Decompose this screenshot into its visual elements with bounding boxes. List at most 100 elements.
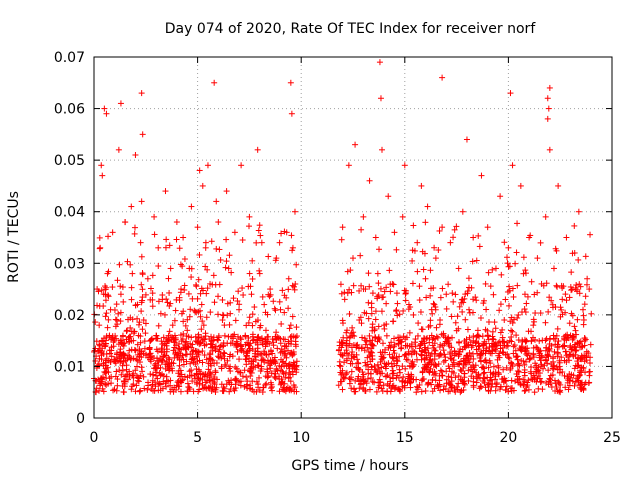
data-point (259, 293, 266, 300)
data-point (504, 260, 511, 267)
data-point (243, 374, 250, 381)
data-point (562, 348, 569, 355)
data-point (496, 307, 503, 314)
data-point (568, 310, 575, 317)
data-point (244, 385, 251, 392)
data-point (431, 372, 438, 379)
data-point (176, 245, 183, 252)
data-point (165, 361, 172, 368)
data-point (226, 321, 233, 328)
data-point (372, 308, 379, 315)
data-point (211, 360, 218, 367)
data-point (362, 341, 369, 348)
data-point (462, 291, 469, 298)
data-point (587, 341, 594, 348)
data-point (96, 234, 103, 241)
data-point (529, 376, 536, 383)
data-point (481, 357, 488, 364)
data-point (385, 193, 392, 200)
y-tick-label: 0.07 (54, 50, 85, 66)
x-tick-label: 10 (292, 430, 310, 446)
data-point (225, 333, 232, 340)
data-point (508, 327, 515, 334)
data-point (208, 341, 215, 348)
data-point (293, 324, 300, 331)
data-point (556, 363, 563, 370)
data-point (373, 388, 380, 395)
data-point (503, 383, 510, 390)
data-point (277, 349, 284, 356)
data-point (233, 377, 240, 384)
data-point (524, 345, 531, 352)
data-point (289, 244, 296, 251)
data-point (98, 287, 105, 294)
data-point (536, 350, 543, 357)
data-point (256, 387, 263, 394)
data-point (213, 245, 220, 252)
data-point (572, 341, 579, 348)
data-point (546, 347, 553, 354)
data-point (483, 306, 490, 313)
data-point (580, 364, 587, 371)
data-point (196, 341, 203, 348)
data-point (211, 386, 218, 393)
data-point (125, 376, 132, 383)
data-point (374, 361, 381, 368)
data-point (229, 353, 236, 360)
data-point (180, 308, 187, 315)
data-point (453, 223, 460, 230)
axis-ticks: 0 5 10 15 20 25 0 0.01 0.02 0.03 0.04 0.05 0.06 0.07 (54, 50, 621, 446)
y-tick-label: 0 (76, 411, 85, 427)
data-point (142, 352, 149, 359)
data-point (519, 309, 526, 316)
data-point (376, 336, 383, 343)
data-point (566, 320, 573, 327)
data-point (189, 378, 196, 385)
data-point (166, 289, 173, 296)
data-point (149, 296, 156, 303)
data-point (482, 280, 489, 287)
data-point (171, 317, 178, 324)
data-point (437, 294, 444, 301)
data-point (586, 368, 593, 375)
data-point (226, 388, 233, 395)
data-point (468, 366, 475, 373)
data-point (225, 377, 232, 384)
data-point (480, 378, 487, 385)
data-point (382, 373, 389, 380)
data-point (157, 372, 164, 379)
data-point (501, 375, 508, 382)
data-point (584, 275, 591, 282)
data-point (513, 354, 520, 361)
data-point (100, 388, 107, 395)
data-point (522, 338, 529, 345)
data-point (485, 387, 492, 394)
data-point (140, 317, 147, 324)
data-point (544, 115, 551, 122)
data-point (358, 345, 365, 352)
data-point (429, 310, 436, 317)
data-point (267, 286, 274, 293)
data-point (410, 361, 417, 368)
data-point (117, 337, 124, 344)
y-tick-label: 0.01 (54, 359, 85, 375)
data-point (442, 385, 449, 392)
data-point (104, 364, 111, 371)
data-point (358, 226, 365, 233)
data-point (545, 346, 552, 353)
data-point (117, 291, 124, 298)
series-roti (93, 59, 593, 375)
data-point (163, 236, 170, 243)
data-point (473, 257, 480, 264)
y-tick-label: 0.05 (54, 153, 85, 169)
data-point (569, 345, 576, 352)
data-point (123, 328, 130, 335)
data-point (499, 344, 506, 351)
data-point (416, 297, 423, 304)
data-point (391, 229, 398, 236)
data-point (344, 290, 351, 297)
data-point (155, 322, 162, 329)
data-point (211, 299, 218, 306)
data-point (216, 281, 223, 288)
